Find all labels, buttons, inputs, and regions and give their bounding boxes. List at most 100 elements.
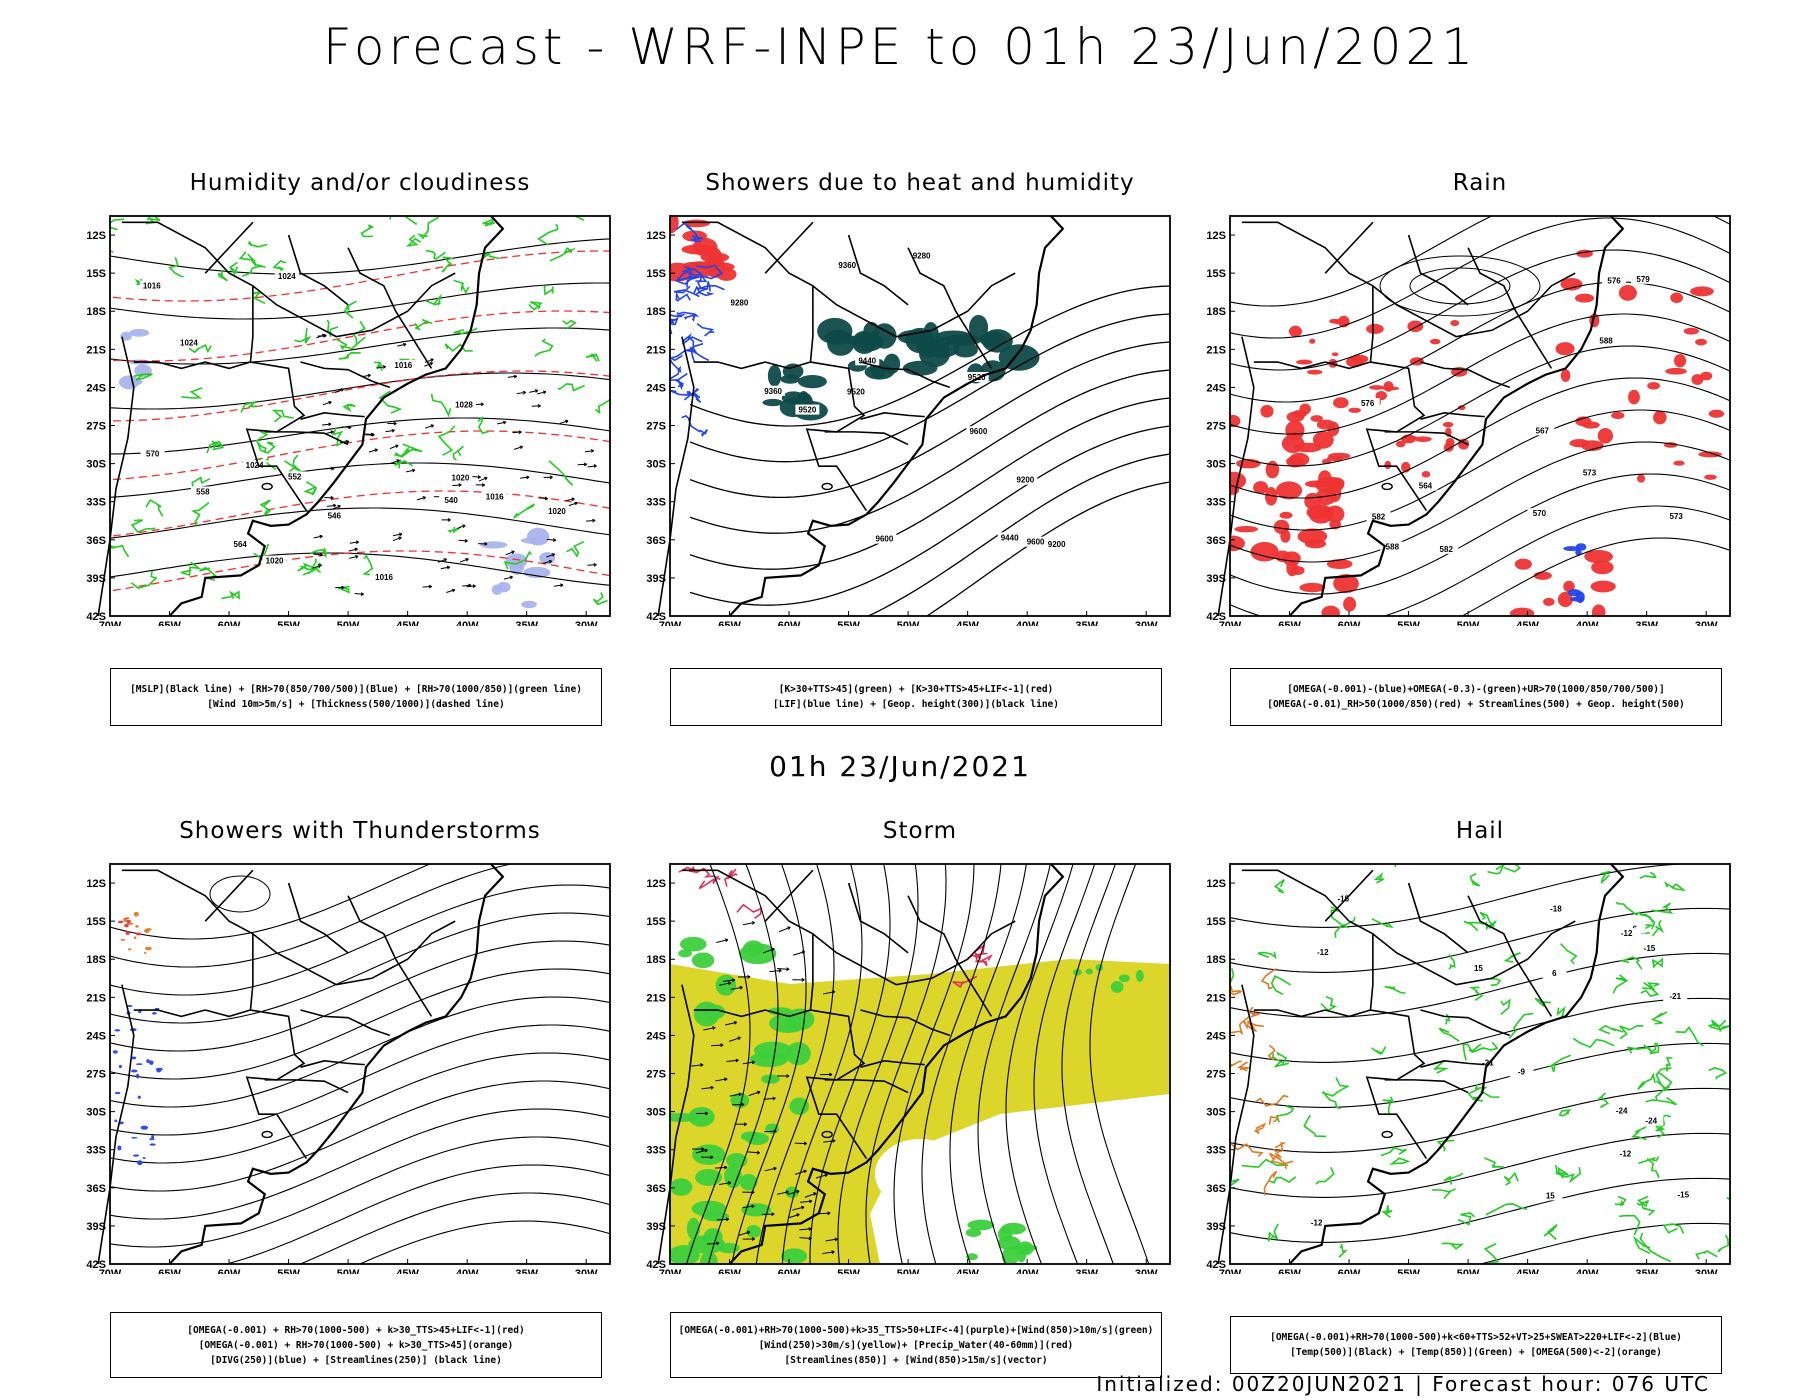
- rh-green-line: [257, 441, 276, 454]
- wind-arrow: [430, 358, 434, 362]
- omega-rh-red: [1307, 369, 1323, 375]
- contour-label: 9280: [913, 251, 931, 260]
- omega-rh-red: [1683, 327, 1699, 335]
- lake-mirim: [821, 482, 833, 491]
- mslp-isobar: [110, 282, 610, 320]
- lat-tick-label: 21S: [86, 344, 106, 356]
- country-border: [121, 221, 308, 512]
- contour-label: 1016: [394, 361, 412, 370]
- lat-tick-label: 42S: [646, 1259, 666, 1271]
- streamline-850: [1061, 864, 1116, 1264]
- wind-850-vector: [799, 1237, 812, 1240]
- country-border: [765, 1009, 811, 1018]
- contour-label: 564: [234, 540, 248, 549]
- temp-850-green: [1614, 1195, 1627, 1207]
- lat-tick-label: 33S: [646, 497, 666, 509]
- rh-green-line: [453, 279, 470, 295]
- geop-height-300: [689, 369, 1170, 534]
- wind-arrow: [559, 420, 569, 425]
- temp-850-green: [1270, 975, 1291, 996]
- contour-label: 1016: [375, 573, 393, 582]
- streamline-250: [110, 884, 610, 996]
- temp-500: [1230, 1042, 1730, 1108]
- lat-tick-label: 15S: [646, 268, 666, 280]
- wind-arrow: [511, 550, 515, 555]
- contour-label-bg: [482, 491, 507, 502]
- lon-tick-label: 35W: [515, 620, 538, 626]
- lon-tick-label: 60W: [1338, 1268, 1361, 1274]
- lat-tick-label: 42S: [1206, 1259, 1226, 1271]
- contour-label-bg: [451, 399, 476, 410]
- k-tts-green: [797, 374, 827, 389]
- wind-arrow: [529, 390, 539, 393]
- contour-label-bg: [1413, 480, 1438, 491]
- rh-green-line: [271, 409, 294, 423]
- country-border: [1372, 272, 1576, 338]
- contour-label: -15: [1337, 895, 1349, 904]
- wind-arrow: [481, 483, 486, 487]
- wind-arrow: [349, 541, 359, 544]
- contour-label-bg: [1380, 541, 1405, 552]
- contour-label: 546: [328, 512, 342, 521]
- streamline-250: [110, 940, 610, 1052]
- wind-arrow: [503, 576, 513, 580]
- contour-label-bg: [1355, 397, 1380, 408]
- temp-850-green: [1467, 1087, 1483, 1102]
- lake-mirim: [261, 1130, 273, 1139]
- lon-tick-label: 40W: [456, 1268, 479, 1274]
- temp-850-green: [1371, 1046, 1387, 1055]
- wind-850-vector: [823, 991, 836, 995]
- panel-storm: Storm 12S 15S 18S 21S 24S 27S 30S 33S 36S 39S 42S 7…: [640, 818, 1200, 1398]
- wind-arrow: [568, 502, 578, 507]
- panel-title: Humidity and/or cloudiness: [189, 170, 531, 196]
- wind-850-vector: [730, 986, 743, 990]
- temp-850-green: [1626, 1044, 1653, 1054]
- contour-label-bg: [1577, 467, 1602, 478]
- temp-850-green: [1555, 1167, 1582, 1184]
- omega-rh-red: [1333, 397, 1349, 409]
- omega-500-orange: [1230, 1060, 1242, 1068]
- rh-green-line: [310, 547, 327, 559]
- wind-arrow: [587, 465, 597, 468]
- wind-850-green: [724, 1164, 742, 1189]
- temp-850-green: [1479, 911, 1496, 928]
- wind-850-vector: [818, 1212, 831, 1215]
- rh-green-line: [389, 216, 418, 226]
- rh-green-line: [503, 550, 532, 570]
- wind-arrow: [393, 533, 403, 537]
- k-tts-orange: [133, 936, 137, 940]
- country-border: [1324, 869, 1374, 922]
- contour-label-bg: [176, 337, 201, 348]
- yellow-gap: [875, 1139, 965, 1209]
- rh-green-line: [482, 218, 496, 227]
- wind-850-vector: [725, 1217, 730, 1222]
- wind-850-vector: [720, 1043, 724, 1047]
- wind-arrow: [348, 548, 358, 552]
- geop-height-300: [689, 313, 1170, 463]
- legend-storm: [OMEGA(-0.001)+RH>70(1000-500)+k>35_TTS>…: [670, 1312, 1162, 1378]
- lif-blue-line: [670, 365, 688, 382]
- coastline: [728, 863, 1065, 1265]
- omega-rh-red: [1326, 455, 1344, 462]
- streamline-500: [1230, 345, 1730, 467]
- wind-850-vector: [738, 1092, 742, 1097]
- k-tts-green: [780, 374, 800, 384]
- rh-green-line: [394, 446, 409, 458]
- contour-label: 9440: [1001, 533, 1019, 542]
- wind-arrow: [337, 505, 341, 509]
- map-fields: 9600 9600 9600 9520 9520 9520 9440 9440 9360 9360…: [670, 216, 1170, 616]
- precip-water-red: [736, 903, 763, 919]
- wind-arrow: [509, 575, 513, 580]
- temp-850-green: [1650, 1011, 1668, 1025]
- precip-water-red: [952, 975, 978, 989]
- temp-850-green: [1710, 1019, 1727, 1032]
- contour-label-bg: [997, 532, 1022, 543]
- wind-850-vector: [771, 947, 775, 952]
- contour-label: 9600: [1027, 538, 1045, 547]
- omega-rh-red: [1375, 391, 1388, 401]
- legend-line: [Temp(500)](Black) + [Temp(850)](Green) …: [1290, 1347, 1662, 1358]
- country-border: [847, 234, 909, 306]
- wind-arrow: [560, 583, 564, 588]
- wind-arrow: [590, 449, 595, 453]
